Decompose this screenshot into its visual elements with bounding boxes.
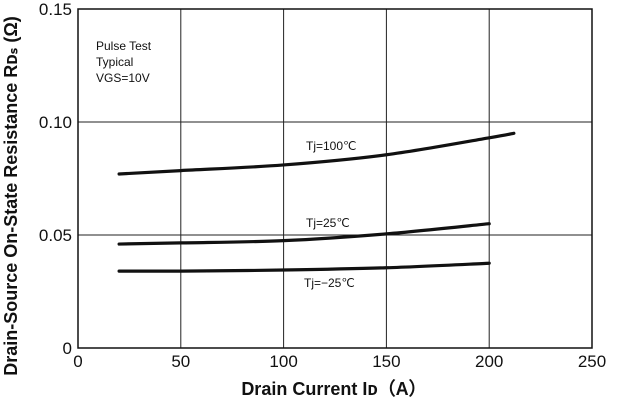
y-ticks: 0 0.05 0.10 0.15 [39, 0, 72, 358]
annotation-vgs: VGS=10V [96, 71, 150, 85]
y-tick-label: 0.05 [39, 226, 72, 245]
series-line-minus25c [117, 261, 491, 273]
series-label-25c: Tj=25℃ [306, 216, 350, 230]
y-tick-label: 0.15 [39, 0, 72, 19]
x-tick-label: 150 [372, 352, 400, 371]
curves [117, 131, 516, 273]
grid [78, 9, 592, 348]
series-line-100c [117, 131, 516, 176]
series-label-minus25c: Tj=−25℃ [304, 276, 355, 290]
x-tick-label: 200 [475, 352, 503, 371]
annotation-typical: Typical [96, 55, 133, 69]
x-axis-title: Drain Current Iᴅ（A） [241, 379, 426, 399]
y-axis-title: Drain-Source On-State Resistance Rᴅₛ (Ω) [1, 16, 21, 376]
x-tick-label: 0 [73, 352, 82, 371]
x-tick-label: 250 [578, 352, 606, 371]
y-tick-label: 0 [63, 339, 72, 358]
series-line-25c [117, 222, 491, 246]
annotation-pulse-test: Pulse Test [96, 39, 152, 53]
plot-frame [77, 8, 593, 349]
x-tick-label: 100 [269, 352, 297, 371]
x-tick-label: 50 [171, 352, 190, 371]
series-label-100c: Tj=100℃ [306, 139, 357, 153]
y-tick-label: 0.10 [39, 113, 72, 132]
x-ticks: 0 50 100 150 200 250 [73, 352, 606, 371]
